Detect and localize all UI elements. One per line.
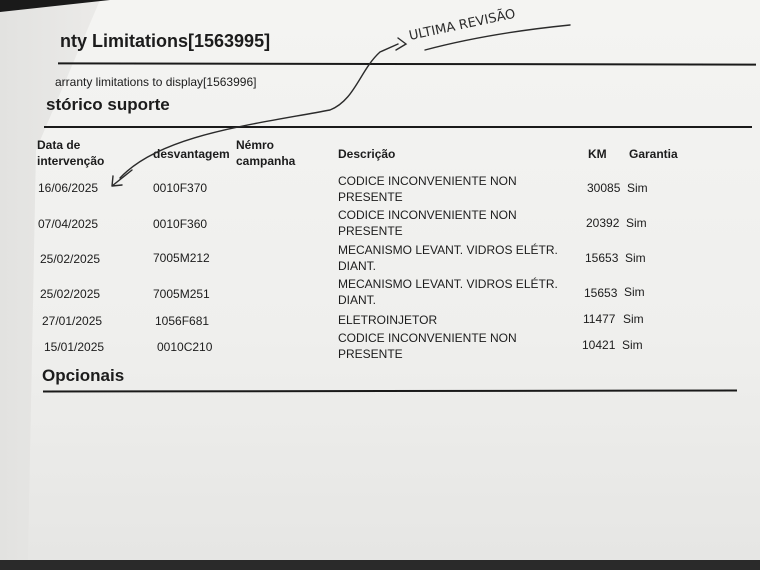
cell-warranty: Sim — [626, 216, 647, 230]
header-code: desvantagem — [153, 147, 230, 161]
cell-km: 11477 — [583, 312, 616, 326]
cell-code: 7005M251 — [153, 287, 210, 301]
header-date: Data de intervenção — [37, 138, 105, 168]
cell-date: 25/02/2025 — [40, 252, 101, 266]
cell-code: 1056F681 — [155, 314, 210, 328]
header-description: Descrição — [338, 147, 396, 161]
section-title: stórico suporte — [46, 95, 170, 114]
cell-description: MECANISMO LEVANT. VIDROS ELÉTR. DIANT. — [338, 243, 558, 273]
cell-km: 20392 — [586, 216, 620, 230]
header-km: KM — [588, 147, 607, 161]
cell-date: 15/01/2025 — [44, 340, 105, 354]
cell-warranty: Sim — [624, 285, 645, 299]
cell-description: CODICE INCONVENIENTE NON PRESENTE — [338, 331, 517, 361]
cell-code: 0010F360 — [153, 217, 208, 231]
cell-description: CODICE INCONVENIENTE NON PRESENTE — [338, 208, 517, 238]
section-divider — [44, 126, 752, 128]
cell-warranty: Sim — [627, 181, 648, 195]
cell-description: ELETROINJETOR — [338, 313, 438, 327]
cell-code: 7005M212 — [153, 251, 210, 265]
cell-description: CODICE INCONVENIENTE NON PRESENTE — [338, 174, 517, 204]
cell-date: 25/02/2025 — [40, 287, 101, 301]
document-title: nty Limitations[1563995] — [60, 31, 271, 51]
underline — [424, 24, 571, 51]
cell-warranty: Sim — [622, 338, 643, 352]
cell-date: 16/06/2025 — [38, 181, 99, 195]
cell-code: 0010C210 — [157, 340, 213, 354]
cell-code: 0010F370 — [153, 181, 208, 195]
cell-warranty: Sim — [625, 251, 646, 265]
cell-km: 15653 — [585, 251, 619, 265]
arrow-head-icon — [111, 37, 408, 187]
cell-km: 10421 — [582, 338, 616, 352]
header-campaign: Némro campanha — [236, 138, 296, 168]
header-warranty: Garantia — [629, 147, 678, 161]
optionals-heading: Opcionais — [42, 366, 125, 385]
cell-km: 15653 — [584, 286, 618, 300]
arrow-line — [119, 43, 399, 179]
cell-date: 27/01/2025 — [42, 314, 103, 328]
handwritten-note: ULTIMA REVISÃO — [408, 6, 517, 44]
cell-description: MECANISMO LEVANT. VIDROS ELÉTR. DIANT. — [338, 277, 558, 307]
cell-km: 30085 — [587, 181, 621, 195]
cell-warranty: Sim — [623, 312, 644, 326]
cell-date: 07/04/2025 — [38, 217, 99, 231]
document-subtitle: arranty limitations to display[1563996] — [55, 75, 257, 89]
